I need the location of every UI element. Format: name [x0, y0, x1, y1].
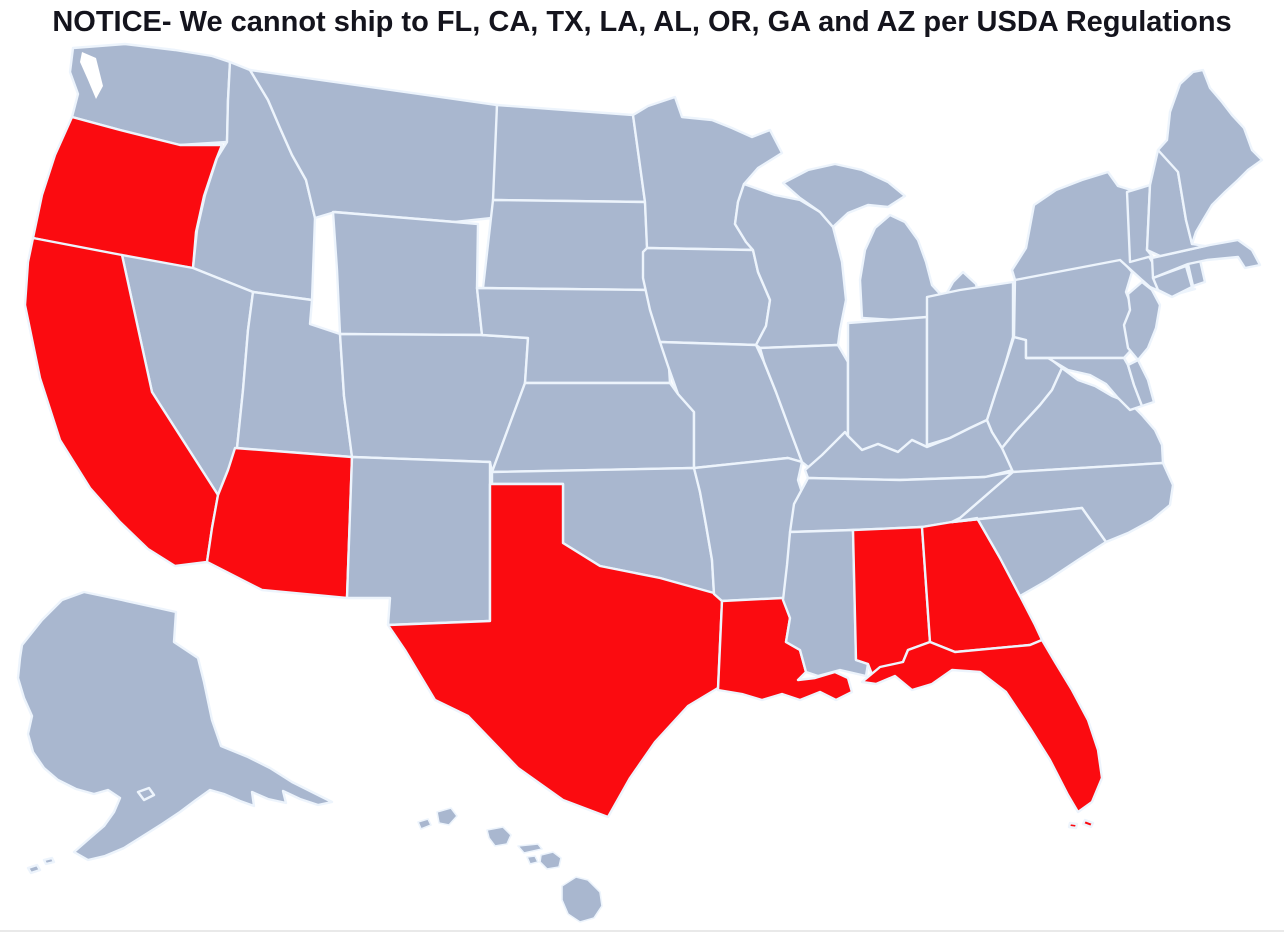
state-south-carolina: [950, 506, 1108, 598]
notice-banner: NOTICE- We cannot ship to FL, CA, TX, LA…: [0, 6, 1284, 39]
states-group: [16, 42, 1264, 923]
bottom-edge-line: [0, 930, 1284, 932]
state-florida: [860, 638, 1104, 830]
state-california: [23, 236, 220, 568]
notice-text: NOTICE- We cannot ship to FL, CA, TX, LA…: [52, 6, 1232, 38]
state-vermont: [1125, 183, 1154, 264]
state-texas: [386, 482, 724, 819]
puget-sound-inlet: [80, 52, 103, 99]
state-utah: [235, 290, 354, 459]
state-hawaii: [417, 807, 603, 923]
state-wyoming: [331, 210, 484, 337]
state-arizona: [205, 446, 354, 600]
state-maine: [1156, 68, 1264, 246]
state-alaska: [16, 590, 334, 875]
state-north-dakota: [491, 103, 647, 204]
state-south-dakota: [481, 198, 654, 292]
state-massachusetts: [1150, 238, 1262, 280]
state-new-mexico: [345, 455, 492, 627]
state-kansas: [490, 381, 696, 474]
state-virginia: [1000, 366, 1165, 474]
state-delaware: [1126, 358, 1156, 408]
state-maryland: [1024, 356, 1144, 412]
state-indiana: [846, 315, 929, 454]
state-new-jersey: [1122, 280, 1162, 362]
state-iowa: [641, 246, 772, 347]
